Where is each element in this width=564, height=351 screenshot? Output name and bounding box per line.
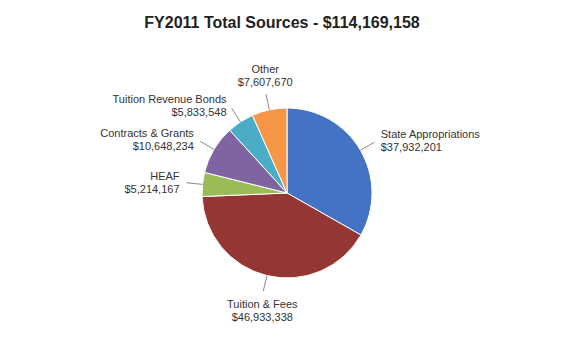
svg-text:Tuition Revenue Bonds$5,833,54: Tuition Revenue Bonds$5,833,548 <box>113 93 227 118</box>
svg-text:Contracts & Grants$10,648,234: Contracts & Grants$10,648,234 <box>100 127 194 152</box>
svg-text:Tuition & Fees$46,933,338: Tuition & Fees$46,933,338 <box>227 298 298 323</box>
svg-text:State Appropriations$37,932,20: State Appropriations$37,932,201 <box>381 128 481 153</box>
svg-text:Other$7,607,670: Other$7,607,670 <box>238 63 293 88</box>
html-text:FY2011 Total Sources - $114,16: FY2011 Total Sources - $114,169,158 <box>144 14 420 31</box>
svg-text:HEAF$5,214,167: HEAF$5,214,167 <box>124 170 179 195</box>
